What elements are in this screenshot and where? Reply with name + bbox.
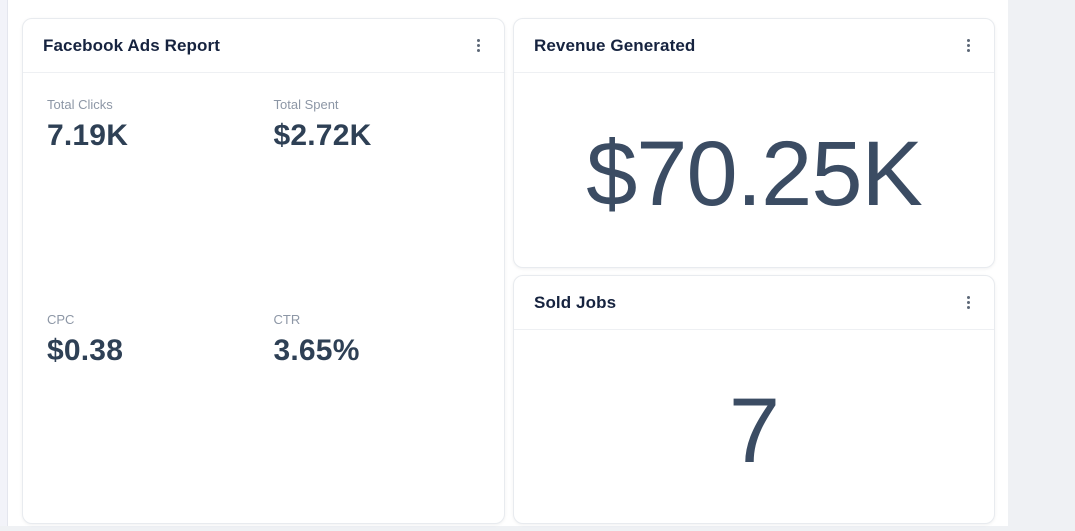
kebab-dot [966, 296, 970, 299]
card-header: Facebook Ads Report [23, 19, 504, 73]
metric-cpc: CPC $0.38 [23, 298, 264, 523]
metric-label: CTR [273, 312, 301, 327]
kebab-menu-icon[interactable] [954, 32, 982, 60]
card-title-revenue-generated: Revenue Generated [534, 35, 696, 55]
kebab-menu-icon[interactable] [464, 32, 492, 60]
card-title-sold-jobs: Sold Jobs [534, 292, 617, 312]
metric-ctr: CTR 3.65% [264, 298, 505, 523]
revenue-generated-value: $70.25K [586, 123, 923, 225]
card-sold-jobs: Sold Jobs 7 [513, 275, 995, 524]
metric-value: 3.65% [273, 334, 360, 367]
card-header: Revenue Generated [514, 19, 994, 73]
metric-label: Total Spent [273, 97, 339, 112]
metric-total-clicks: Total Clicks 7.19K [23, 73, 264, 298]
sold-jobs-value: 7 [728, 379, 780, 482]
kebab-dot [966, 44, 970, 47]
kebab-dot [966, 39, 970, 42]
metric-value: $2.72K [273, 119, 372, 152]
kebab-dot [966, 301, 970, 304]
big-value-container: $70.25K [514, 73, 994, 266]
metric-total-spent: Total Spent $2.72K [264, 73, 505, 298]
kebab-dot [966, 306, 970, 309]
card-title-facebook-ads-report: Facebook Ads Report [43, 35, 220, 55]
kebab-menu-icon[interactable] [954, 289, 982, 317]
metric-label: Total Clicks [47, 97, 113, 112]
card-header: Sold Jobs [514, 276, 994, 330]
metric-value: 7.19K [47, 119, 129, 152]
left-edge-panel [0, 0, 8, 526]
card-facebook-ads-report: Facebook Ads Report Total Clicks 7.19K T… [22, 18, 505, 524]
content-panel: Facebook Ads Report Total Clicks 7.19K T… [8, 0, 1008, 526]
metric-label: CPC [47, 312, 75, 327]
kebab-dot [966, 49, 970, 52]
big-value-container: 7 [514, 330, 994, 522]
metric-value: $0.38 [47, 334, 124, 367]
kebab-dot [476, 39, 480, 42]
kebab-dot [476, 44, 480, 47]
kebab-dot [476, 49, 480, 52]
metrics-grid: Total Clicks 7.19K Total Spent $2.72K CP… [23, 73, 504, 523]
card-revenue-generated: Revenue Generated $70.25K [513, 18, 995, 268]
